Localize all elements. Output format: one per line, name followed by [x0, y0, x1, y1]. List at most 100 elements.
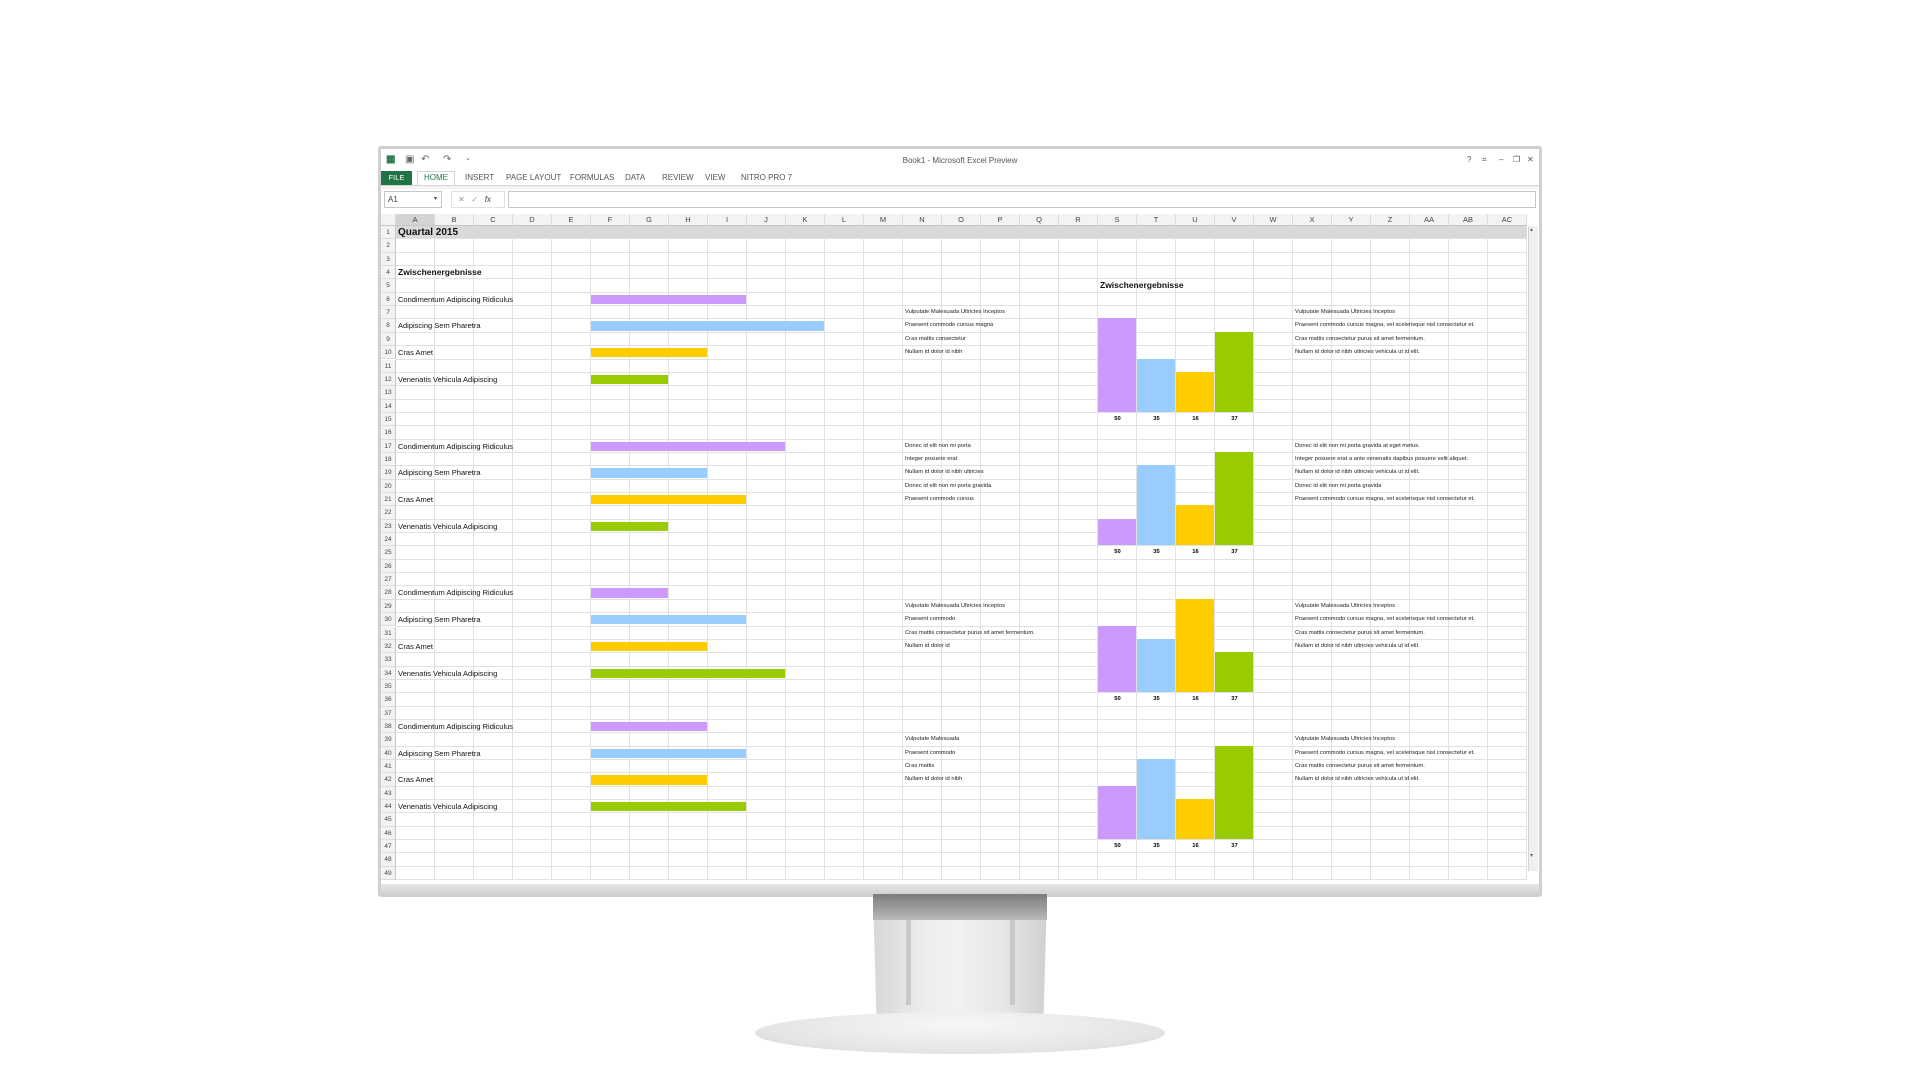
column-header-m[interactable]: M [864, 214, 903, 226]
note-text[interactable]: Donec id elit non mi porta gravida at eg… [1295, 442, 1420, 449]
note-text[interactable]: Cras mattis consectetur [905, 335, 966, 342]
chart-bar[interactable] [1176, 505, 1214, 546]
row-header-13[interactable]: 13 [381, 386, 396, 400]
function-icon[interactable]: fx [484, 195, 491, 204]
tab-insert[interactable]: INSERT [465, 173, 495, 182]
row-header-33[interactable]: 33 [381, 653, 396, 667]
note-text[interactable]: Integer posuere erat [905, 455, 958, 462]
row-label[interactable]: Venenatis Vehicula Adipiscing [398, 668, 498, 678]
row-label[interactable]: Venenatis Vehicula Adipiscing [398, 802, 498, 812]
note-text[interactable]: Praesent commodo [905, 749, 956, 756]
row-header-8[interactable]: 8 [381, 319, 396, 333]
chart-bar[interactable] [1215, 331, 1253, 412]
row-label[interactable]: Condimentum Adipiscing Ridiculus [398, 294, 514, 304]
note-text[interactable]: Cras mattis consectetur purus sit amet f… [1295, 763, 1425, 769]
column-header-t[interactable]: T [1137, 214, 1176, 226]
column-header-r[interactable]: R [1059, 214, 1098, 226]
column-header-k[interactable]: K [786, 214, 825, 226]
column-header-h[interactable]: H [669, 214, 708, 226]
tab-view[interactable]: VIEW [705, 173, 726, 182]
row-header-22[interactable]: 22 [381, 506, 396, 520]
row-header-46[interactable]: 46 [381, 826, 396, 841]
note-text[interactable]: Praesent commodo cursus magna, vel scele… [1295, 496, 1475, 502]
column-header-g[interactable]: G [630, 214, 669, 226]
tab-data[interactable]: DATA [625, 173, 646, 182]
row-label[interactable]: Adipiscing Sem Pharetra [398, 468, 481, 478]
row-header-20[interactable]: 20 [381, 479, 396, 493]
help-icon[interactable]: ? [1467, 155, 1472, 164]
chart-title[interactable]: Zwischenergebnisse [1100, 280, 1184, 291]
redo-icon[interactable]: ↷ [443, 154, 452, 165]
chart-bar[interactable] [1215, 745, 1253, 840]
note-text[interactable]: Integer posuere erat a ante venenatis da… [1295, 455, 1469, 462]
chart-bar[interactable] [1176, 598, 1214, 693]
row-header-48[interactable]: 48 [381, 853, 396, 867]
chart-bar[interactable] [1098, 518, 1136, 546]
worksheet-grid[interactable]: A B C D E F G H I J K L M N O P Q R S T U V W X Y Z AA AB AC 1 2 3 4 5 6 7 8… [381, 149, 1528, 884]
chevron-down-icon[interactable]: ▾ [433, 196, 437, 202]
chart-bar[interactable] [1176, 799, 1214, 840]
row-header-38[interactable]: 38 [381, 719, 396, 734]
column-header-e[interactable]: E [552, 214, 591, 226]
note-text[interactable]: Nullam id dolor id [905, 642, 950, 649]
row-header-30[interactable]: 30 [381, 613, 396, 627]
undo-icon[interactable]: ↶ [421, 154, 430, 165]
tab-review[interactable]: REVIEW [662, 173, 694, 182]
tab-file[interactable]: FILE [381, 171, 412, 185]
tab-formulas[interactable]: FORMULAS [570, 173, 615, 182]
row-header-42[interactable]: 42 [381, 773, 396, 787]
row-label[interactable]: Cras Amet [398, 348, 434, 358]
note-text[interactable]: Nullam id dolor id nibh [905, 349, 963, 356]
row-header-7[interactable]: 7 [381, 306, 396, 320]
row-label[interactable]: Venenatis Vehicula Adipiscing [398, 374, 498, 384]
tab-page-layout[interactable]: PAGE LAYOUT [506, 173, 562, 182]
row-label[interactable]: Condimentum Adipiscing Ridiculus [398, 588, 514, 598]
column-header-i[interactable]: I [708, 214, 747, 226]
row-header-18[interactable]: 18 [381, 452, 396, 467]
column-header-z[interactable]: Z [1371, 214, 1410, 226]
enter-icon[interactable]: ✓ [471, 195, 479, 204]
note-text[interactable]: Praesent commodo cursus [905, 496, 974, 502]
save-icon[interactable]: ▣ [405, 154, 415, 165]
chart-bar[interactable] [1137, 358, 1175, 412]
chart-bar[interactable] [1215, 652, 1253, 693]
column-header-aa[interactable]: AA [1410, 214, 1449, 226]
note-text[interactable]: Praesent commodo cursus magna, vel scele… [1295, 749, 1475, 756]
row-header-5[interactable]: 5 [381, 279, 396, 293]
row-header-37[interactable]: 37 [381, 706, 396, 720]
column-header-a[interactable]: A [396, 214, 435, 226]
note-text[interactable]: Nullam id dolor id nibh [905, 776, 963, 783]
row-header-3[interactable]: 3 [381, 252, 396, 267]
scroll-up-icon[interactable]: ▴ [1530, 227, 1534, 233]
row-label[interactable]: Venenatis Vehicula Adipiscing [398, 521, 498, 531]
note-text[interactable]: Praesent commodo cursus magna [905, 322, 994, 329]
note-text[interactable]: Nullam id dolor id nibh ultricies vehicu… [1295, 349, 1420, 356]
row-label[interactable]: Condimentum Adipiscing Ridiculus [398, 721, 514, 731]
column-header-v[interactable]: V [1215, 214, 1254, 226]
column-header-ac[interactable]: AC [1488, 214, 1527, 226]
name-box[interactable]: A1 ▾ [384, 191, 442, 208]
row-header-16[interactable]: 16 [381, 426, 396, 440]
column-header-j[interactable]: J [747, 214, 786, 226]
row-header-17[interactable]: 17 [381, 439, 396, 453]
note-text[interactable]: Cras mattis [905, 763, 935, 769]
close-icon[interactable]: ✕ [1527, 155, 1534, 164]
row-header-6[interactable]: 6 [381, 292, 396, 307]
chart-bar[interactable] [1137, 465, 1175, 546]
row-header-43[interactable]: 43 [381, 786, 396, 801]
row-label[interactable]: Condimentum Adipiscing Ridiculus [398, 441, 514, 451]
note-text[interactable]: Vulputate Malesuada Ultricies Inceptos [1295, 736, 1395, 743]
section-title[interactable]: Zwischenergebnisse [398, 267, 482, 278]
chart-bar[interactable] [1098, 785, 1136, 840]
row-header-24[interactable]: 24 [381, 533, 396, 547]
note-text[interactable]: Donec id elit non mi porta [905, 442, 971, 449]
chart-bar[interactable] [1098, 625, 1136, 693]
note-text[interactable]: Donec id elit non mi porta gravida [1295, 482, 1382, 489]
row-header-4[interactable]: 4 [381, 266, 396, 280]
scroll-down-icon[interactable]: ▾ [1530, 853, 1534, 859]
note-text[interactable]: Nullam id dolor id nibh ultricies vehicu… [1295, 469, 1420, 476]
row-header-12[interactable]: 12 [381, 372, 396, 387]
row-header-40[interactable]: 40 [381, 746, 396, 760]
row-header-39[interactable]: 39 [381, 733, 396, 747]
chart-bar[interactable] [1137, 638, 1175, 693]
